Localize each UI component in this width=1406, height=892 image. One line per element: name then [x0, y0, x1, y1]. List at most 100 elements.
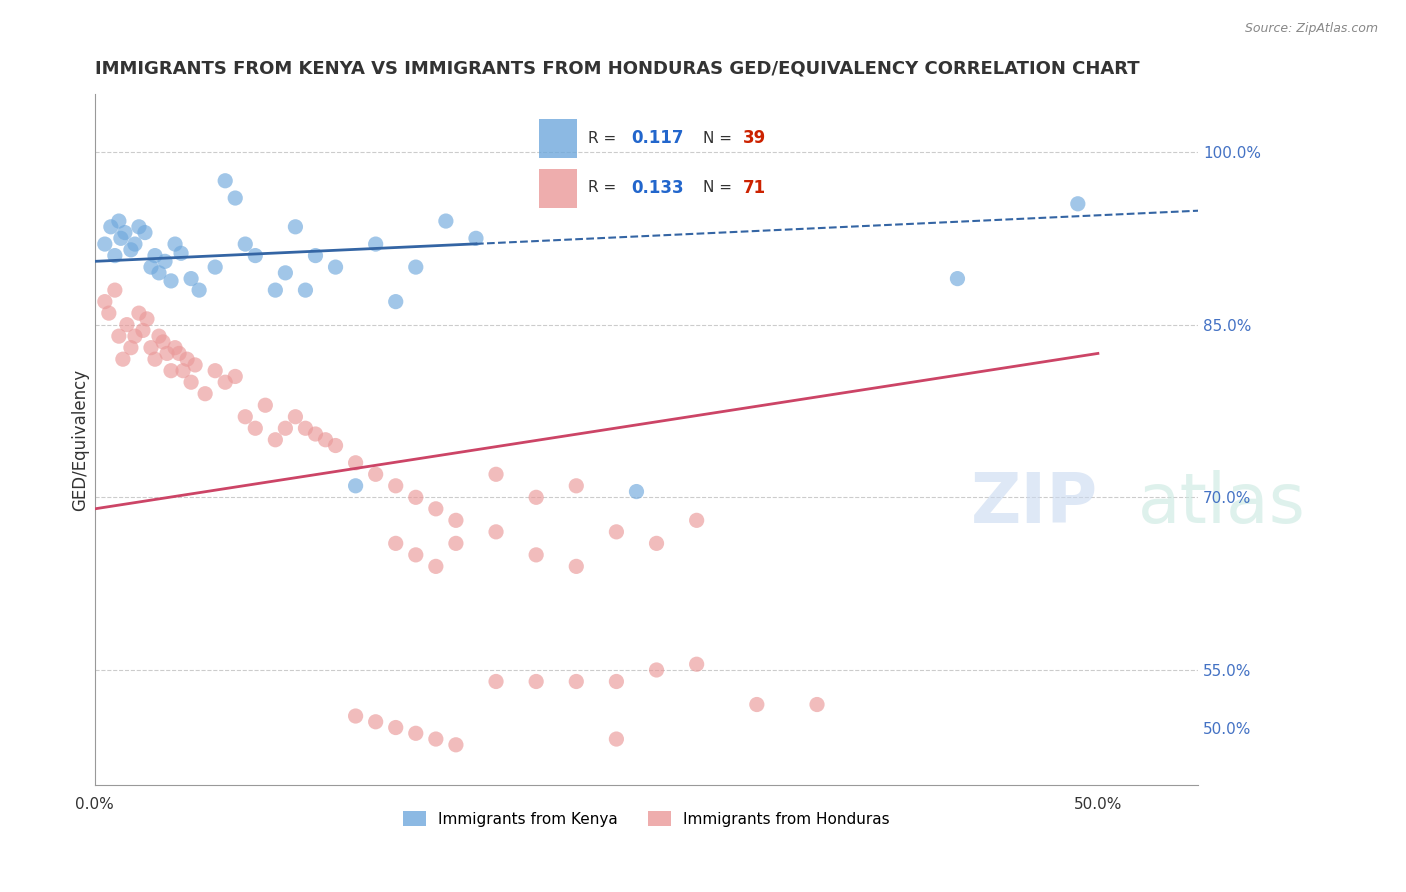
Point: [745, 698, 768, 712]
Point: [425, 732, 447, 747]
Point: [645, 663, 668, 677]
Point: [132, 323, 155, 337]
Point: [294, 283, 316, 297]
Point: [120, 341, 142, 355]
Point: [364, 467, 387, 482]
Point: [405, 260, 427, 274]
Point: [304, 249, 326, 263]
Point: [94, 237, 117, 252]
Point: [325, 260, 347, 274]
Point: [224, 191, 246, 205]
Point: [136, 312, 159, 326]
Point: [384, 294, 406, 309]
Point: [384, 479, 406, 493]
Point: [152, 334, 174, 349]
Text: Source: ZipAtlas.com: Source: ZipAtlas.com: [1244, 22, 1378, 36]
Point: [565, 674, 588, 689]
Point: [315, 433, 337, 447]
Point: [364, 714, 387, 729]
Point: [148, 266, 170, 280]
Point: [384, 721, 406, 735]
Point: [245, 421, 267, 435]
Text: 0.0%: 0.0%: [76, 797, 114, 812]
Point: [184, 358, 207, 372]
Point: [143, 352, 166, 367]
Point: [180, 271, 202, 285]
Point: [425, 501, 447, 516]
Point: [128, 306, 150, 320]
Point: [110, 231, 132, 245]
Point: [284, 219, 307, 234]
Point: [134, 226, 156, 240]
Point: [172, 364, 194, 378]
Point: [425, 559, 447, 574]
Point: [274, 421, 297, 435]
Point: [124, 329, 146, 343]
Point: [139, 341, 162, 355]
Point: [114, 226, 136, 240]
Point: [264, 433, 287, 447]
Point: [160, 274, 183, 288]
Point: [139, 260, 162, 274]
Point: [685, 657, 707, 672]
Point: [344, 709, 367, 723]
Point: [524, 548, 547, 562]
Point: [524, 674, 547, 689]
Point: [153, 254, 176, 268]
Point: [605, 674, 627, 689]
Point: [204, 364, 226, 378]
Point: [325, 438, 347, 452]
Point: [94, 294, 117, 309]
Point: [444, 513, 467, 527]
Point: [143, 249, 166, 263]
Point: [405, 491, 427, 505]
Point: [294, 421, 316, 435]
Y-axis label: GED/Equivalency: GED/Equivalency: [72, 368, 89, 511]
Text: ZIP: ZIP: [970, 469, 1098, 537]
Point: [434, 214, 457, 228]
Point: [565, 559, 588, 574]
Point: [204, 260, 226, 274]
Point: [485, 467, 508, 482]
Text: IMMIGRANTS FROM KENYA VS IMMIGRANTS FROM HONDURAS GED/EQUIVALENCY CORRELATION CH: IMMIGRANTS FROM KENYA VS IMMIGRANTS FROM…: [94, 60, 1139, 78]
Point: [364, 237, 387, 252]
Point: [645, 536, 668, 550]
Text: 50.0%: 50.0%: [1074, 797, 1122, 812]
Point: [806, 698, 828, 712]
Point: [274, 266, 297, 280]
Point: [233, 409, 256, 424]
Point: [485, 524, 508, 539]
Point: [565, 479, 588, 493]
Point: [108, 329, 131, 343]
Point: [128, 219, 150, 234]
Point: [605, 732, 627, 747]
Point: [626, 484, 648, 499]
Point: [405, 548, 427, 562]
Point: [245, 249, 267, 263]
Point: [111, 352, 134, 367]
Point: [108, 214, 131, 228]
Point: [160, 364, 183, 378]
Point: [444, 738, 467, 752]
Point: [384, 536, 406, 550]
Point: [405, 726, 427, 740]
Point: [284, 409, 307, 424]
Legend: Immigrants from Kenya, Immigrants from Honduras: Immigrants from Kenya, Immigrants from H…: [396, 805, 896, 833]
Point: [444, 536, 467, 550]
Point: [214, 174, 236, 188]
Point: [304, 427, 326, 442]
Point: [685, 513, 707, 527]
Point: [194, 386, 217, 401]
Point: [465, 231, 488, 245]
Point: [124, 237, 146, 252]
Point: [170, 246, 193, 260]
Point: [188, 283, 211, 297]
Point: [167, 346, 190, 360]
Point: [524, 491, 547, 505]
Point: [605, 524, 627, 539]
Point: [163, 237, 186, 252]
Point: [100, 219, 122, 234]
Point: [946, 271, 969, 285]
Point: [1067, 196, 1090, 211]
Point: [163, 341, 186, 355]
